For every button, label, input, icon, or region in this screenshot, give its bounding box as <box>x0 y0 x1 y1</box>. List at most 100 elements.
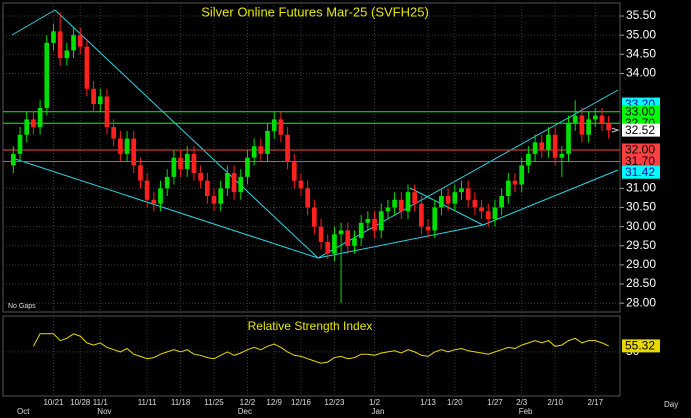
candle-body <box>164 176 170 189</box>
candle-body <box>278 119 284 135</box>
x-tick-label: 1/13 <box>420 398 436 407</box>
candle-body <box>151 199 157 204</box>
marks <box>3 12 620 364</box>
candle-body <box>198 173 203 181</box>
candle-body <box>452 192 458 204</box>
x-tick-label: 10/28 <box>70 398 91 407</box>
level-label: 31.42 <box>625 165 655 179</box>
candle-body <box>245 157 250 177</box>
candle-body <box>225 173 230 189</box>
candle-body <box>291 161 297 181</box>
candle-body <box>479 207 484 212</box>
candle-body <box>385 207 391 212</box>
x-tick-label: 11/1 <box>93 398 109 407</box>
candle-body <box>372 218 377 231</box>
candle-body <box>325 241 331 254</box>
candle-body <box>305 188 310 208</box>
candle-body <box>485 211 491 219</box>
candle-body <box>171 157 177 177</box>
x-tick-label: 12/2 <box>240 398 256 407</box>
candle-body <box>71 35 76 51</box>
candle-body <box>526 153 531 166</box>
y-tick-label: 34.00 <box>626 66 656 80</box>
candle-body <box>492 207 498 219</box>
candle-body <box>439 195 444 208</box>
candle-body <box>131 138 137 166</box>
trendline <box>54 9 319 259</box>
candle-body <box>338 230 344 235</box>
month-label: Feb <box>519 407 533 416</box>
candle-body <box>178 157 183 170</box>
candle-body <box>358 222 364 239</box>
candle-body <box>17 134 23 154</box>
candle-body <box>552 134 558 158</box>
candle-body <box>566 123 571 154</box>
month-label: Oct <box>17 407 30 416</box>
x-tick-label: 11/25 <box>204 398 224 407</box>
period-label: Day <box>664 400 678 409</box>
rsi-box <box>622 339 660 353</box>
candle-body <box>432 207 438 231</box>
candle-body <box>111 127 117 139</box>
candle-body <box>191 153 197 174</box>
candle-body <box>532 142 538 154</box>
y-tick-label: 31.00 <box>626 180 656 194</box>
month-label: Dec <box>238 407 252 416</box>
candle-body <box>84 46 90 89</box>
candle-body <box>64 50 70 59</box>
candle-body <box>37 107 43 128</box>
x-tick-label: 12/23 <box>324 398 345 407</box>
x-tick-label: 10/21 <box>43 398 64 407</box>
candle-body <box>405 192 411 212</box>
y-tick-label: 29.50 <box>626 238 656 252</box>
candle-body <box>412 192 418 204</box>
candle-body <box>352 238 357 246</box>
candle-body <box>97 96 103 105</box>
candle-body <box>519 165 525 185</box>
candle-body <box>285 134 290 162</box>
x-tick-label: 12/9 <box>266 398 282 407</box>
candle-body <box>144 180 150 200</box>
candle-body <box>365 218 371 223</box>
candle-body <box>318 226 324 242</box>
candle-body <box>44 42 50 108</box>
x-tick-label: 2/17 <box>587 398 603 407</box>
candle-body <box>472 199 478 208</box>
trendline <box>482 169 619 226</box>
candle-body <box>298 180 304 189</box>
candle-body <box>459 188 464 193</box>
candle-body <box>392 199 397 208</box>
month-label: Jan <box>372 407 385 416</box>
candle-body <box>599 115 605 124</box>
candle-body <box>465 188 471 200</box>
candle-body <box>138 165 143 181</box>
candle-body <box>218 188 224 204</box>
x-tick-label: 1/2 <box>369 398 381 407</box>
candle-body <box>592 115 598 120</box>
candle-body <box>559 153 565 158</box>
level-box <box>622 123 660 137</box>
candle-body <box>345 230 351 246</box>
candle-body <box>546 134 551 151</box>
candle-body <box>512 180 518 185</box>
candle-body <box>425 226 431 231</box>
candle-body <box>312 207 317 227</box>
candle-body <box>211 195 217 204</box>
y-tick-label: 29.00 <box>626 257 656 271</box>
x-tick-label: 11/18 <box>171 398 191 407</box>
candle-body <box>158 188 163 204</box>
trendline <box>11 9 56 36</box>
note: No Gaps <box>8 303 36 310</box>
x-tick-label: 2/10 <box>547 398 563 407</box>
x-tick-label: 1/20 <box>447 398 463 407</box>
candle-body <box>104 96 110 128</box>
candle-body <box>505 180 511 196</box>
price-arrow <box>611 127 620 133</box>
candle-body <box>579 115 585 135</box>
candle-body <box>499 195 504 208</box>
candle-body <box>572 115 578 124</box>
level-box <box>622 105 660 119</box>
rsi-line <box>32 333 609 364</box>
